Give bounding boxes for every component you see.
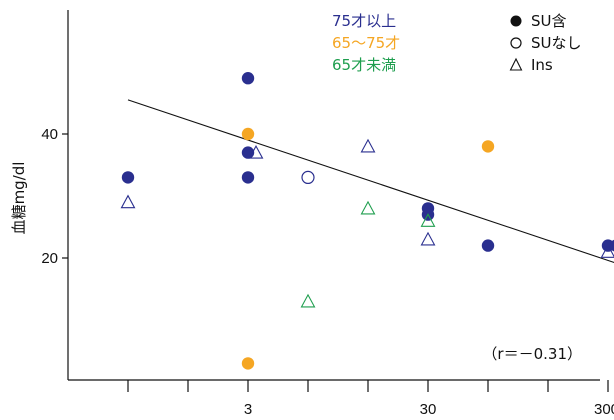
point-su-filled: [609, 239, 614, 252]
legend-marker-label: SUなし: [531, 34, 582, 52]
x-tick-label: 3: [244, 401, 252, 418]
data-points: [120, 72, 614, 370]
point-su-filled: [121, 171, 135, 184]
point-ins-triangle: [420, 231, 436, 246]
point-ins-triangle: [360, 138, 376, 153]
point-su-filled: [481, 239, 495, 252]
point-no-su-open: [301, 170, 315, 184]
legend-age-group: 75才以上: [332, 12, 396, 30]
axes: 330300JCS2040血糖mg/dl: [10, 10, 614, 418]
legend-triangle-icon: [509, 57, 523, 71]
legend-marker-label: Ins: [531, 56, 553, 74]
y-axis-label: 血糖mg/dl: [10, 162, 28, 235]
point-ins-triangle: [300, 293, 316, 308]
legend-filled-circle-icon: [510, 15, 522, 27]
point-ins-triangle: [360, 200, 376, 215]
point-su-filled: [241, 171, 255, 184]
y-tick-label: 40: [41, 126, 58, 143]
trendline-group: [127, 99, 614, 264]
point-su-filled: [241, 72, 255, 85]
x-tick-label: 300: [594, 401, 614, 418]
point-su-filled: [241, 357, 255, 370]
point-ins-triangle: [600, 244, 614, 258]
x-tick-label: 30: [420, 401, 437, 418]
regression-line: [127, 99, 614, 264]
point-ins-triangle: [120, 194, 136, 209]
point-ins-triangle: [420, 213, 436, 227]
point-su-filled: [241, 127, 255, 141]
legend-age-group: 65才未満: [332, 56, 396, 74]
legend-marker-label: SU含: [531, 12, 567, 30]
y-tick-label: 20: [41, 250, 58, 267]
point-su-filled: [481, 140, 495, 153]
legend-age-group: 65〜75才: [332, 34, 400, 52]
point-ins-triangle: [248, 144, 264, 159]
legend-open-circle-icon: [510, 37, 522, 49]
correlation-annotation: （r＝－0.31）: [482, 345, 582, 363]
legend: 75才以上 65〜75才 65才未満 SU含 SUなし Ins: [332, 12, 582, 74]
